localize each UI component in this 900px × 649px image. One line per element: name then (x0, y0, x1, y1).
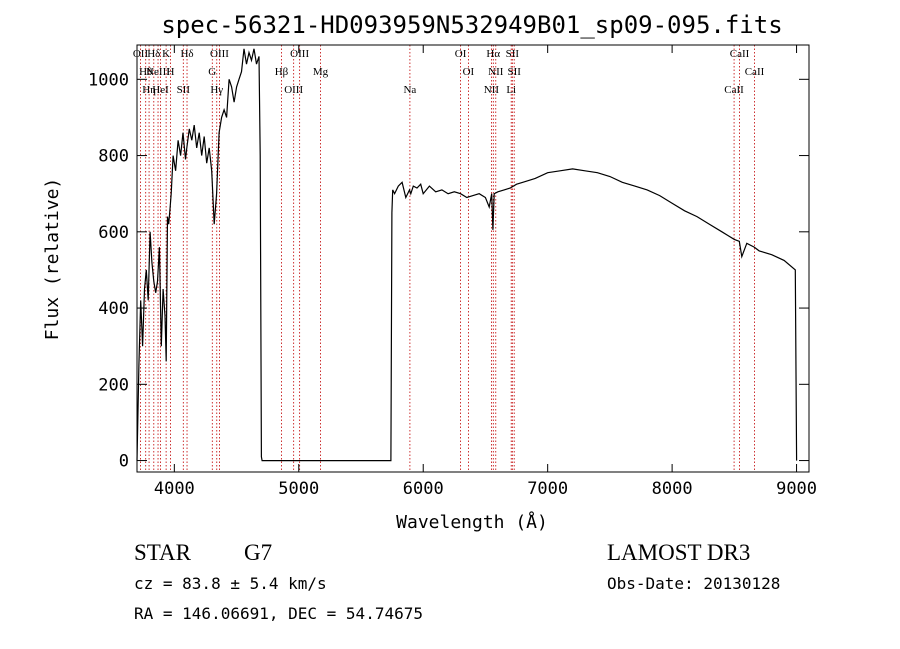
marker-label: CaII (730, 48, 750, 60)
marker-label: SII (507, 66, 521, 78)
marker-label: CaII (724, 84, 744, 96)
marker-labels: OIIHθHηHδNeIIIHeIKHSIIHδGHγOIIIHβOIIIOII… (133, 48, 765, 96)
marker-label: Hδ (180, 48, 193, 60)
spectrum-chart: spec-56321-HD093959N532949B01_sp09-095.f… (42, 11, 817, 533)
x-tick-label: 8000 (652, 479, 693, 499)
chart-title: spec-56321-HD093959N532949B01_sp09-095.f… (161, 11, 782, 39)
marker-label: OIII (290, 48, 309, 60)
marker-label: Hδ (147, 48, 160, 60)
y-tick-label: 800 (98, 147, 129, 167)
x-axis-ticks: 4000 5000 6000 7000 8000 9000 (154, 45, 817, 499)
marker-label: OIII (284, 84, 303, 96)
marker-label: Li (506, 84, 516, 96)
survey-name: LAMOST DR3 (607, 540, 751, 565)
y-tick-label: 200 (98, 375, 129, 395)
y-axis-ticks: 0 200 400 600 800 1000 (88, 70, 809, 472)
marker-label: Hβ (275, 66, 289, 78)
x-tick-label: 6000 (403, 479, 444, 499)
marker-label: G (208, 66, 216, 78)
marker-lines (140, 45, 755, 472)
y-tick-label: 400 (98, 299, 129, 319)
y-axis-label: Flux (relative) (42, 178, 63, 341)
y-tick-label: 0 (119, 452, 129, 472)
marker-label: Hγ (210, 84, 223, 96)
plot-frame (136, 44, 810, 473)
x-tick-label: 4000 (154, 479, 195, 499)
marker-label: Hη (142, 84, 156, 96)
x-tick-label: 7000 (527, 479, 568, 499)
marker-label: OII (133, 48, 149, 60)
marker-label: K (162, 48, 170, 60)
object-subclass: G7 (244, 540, 273, 565)
y-tick-label: 600 (98, 223, 129, 243)
marker-label: NII (488, 66, 504, 78)
x-tick-label: 9000 (776, 479, 817, 499)
y-tick-label: 1000 (88, 70, 129, 90)
marker-label: CaII (745, 66, 765, 78)
spectrum-line (136, 48, 798, 462)
marker-label: SII (177, 84, 191, 96)
marker-label: Mg (313, 66, 329, 78)
marker-label: Hα (486, 48, 500, 60)
marker-label: OI (463, 66, 475, 78)
marker-label: OI (455, 48, 467, 60)
marker-label: Na (403, 84, 416, 96)
marker-label: NeIII (146, 66, 170, 78)
marker-label: HeI (152, 84, 169, 96)
marker-label: SII (506, 48, 520, 60)
marker-label: Hθ (139, 66, 152, 78)
obs-date: Obs-Date: 20130128 (607, 574, 781, 593)
coordinates: RA = 146.06691, DEC = 54.74675 (134, 604, 423, 623)
object-class: STAR (134, 540, 191, 565)
x-tick-label: 5000 (278, 479, 319, 499)
marker-label: NII (484, 84, 500, 96)
redshift-text: cz = 83.8 ± 5.4 km/s (134, 574, 327, 593)
marker-label: H (166, 66, 174, 78)
marker-label: OIII (210, 48, 229, 60)
x-axis-label: Wavelength (Å) (396, 511, 548, 533)
